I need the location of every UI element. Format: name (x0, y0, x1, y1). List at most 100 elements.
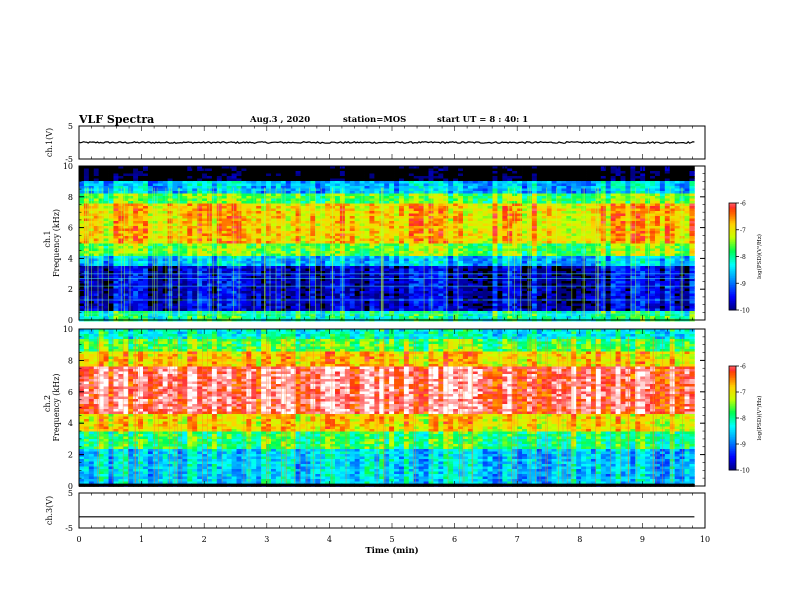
y-tick-label: 8 (68, 356, 73, 365)
sferic-streak (91, 187, 92, 317)
sferic-streak (682, 336, 683, 483)
sferic-streak (662, 336, 663, 483)
sferic-streak (628, 336, 629, 483)
y-tick-label: 10 (63, 325, 73, 334)
sferic-streak (603, 187, 605, 317)
sferic-streak (86, 187, 88, 317)
station-label: station=MOS (343, 115, 407, 125)
y-tick-label: 5 (68, 489, 73, 498)
sferic-streak (156, 187, 158, 317)
sferic-streak (332, 187, 334, 317)
sferic-streak (281, 336, 282, 483)
spectrogram-ch.1: 0 2 4 6 8 10 ch.1 Frequency (kHz) -6 -7 -8 -9 -10 log… (43, 162, 763, 325)
y-tick-label: -5 (65, 524, 73, 533)
sferic-streak (498, 336, 500, 483)
sferic-streak (180, 336, 182, 483)
y-tick-label: 0 (68, 316, 73, 325)
sferic-streak (598, 187, 599, 317)
sferic-streak (342, 187, 344, 317)
sferic-streak (284, 336, 286, 483)
sferic-streak (154, 336, 155, 483)
colorbar-label: log(PSD)(V²/Hz) (756, 396, 763, 441)
sferic-streak (309, 187, 310, 317)
sferic-streak (412, 336, 414, 483)
date-label: Aug.3 , 2020 (250, 115, 311, 125)
sferic-streak (597, 187, 598, 317)
sferic-streak (320, 187, 322, 317)
sferic-streak (275, 187, 277, 317)
sferic-streak (446, 187, 448, 317)
sferic-streak (558, 336, 559, 483)
sferic-streak (571, 187, 573, 317)
sferic-streak (380, 187, 382, 317)
sferic-streak (152, 187, 154, 317)
sferic-streak (127, 336, 129, 483)
sferic-streak (158, 336, 159, 483)
sferic-streak (471, 336, 473, 483)
sferic-streak (630, 187, 632, 317)
sferic-streak (539, 336, 541, 483)
colorbar-tick-label: -7 (740, 227, 746, 234)
spectrogram-bands (79, 329, 695, 487)
colorbar-tick-label: -6 (740, 364, 746, 371)
sferic-streak (294, 336, 295, 483)
sferic-streak (595, 336, 596, 483)
sferic-streak (266, 336, 267, 483)
x-tick-label: 4 (327, 535, 332, 544)
sferic-streak (672, 336, 673, 483)
sferic-streak (384, 336, 386, 483)
sferic-streak (243, 336, 245, 483)
sferic-streak (459, 336, 460, 483)
sferic-streak (520, 187, 522, 317)
sferic-streak (461, 336, 463, 483)
sferic-streak (511, 336, 513, 483)
sferic-streak (212, 187, 214, 317)
sferic-streak (514, 187, 515, 317)
sferic-streak (620, 336, 622, 483)
sferic-streak (472, 336, 474, 483)
sferic-streak (383, 336, 384, 483)
y-axis-label: ch.1(V) (45, 128, 54, 157)
sferic-streak (253, 187, 255, 317)
sferic-streak (584, 187, 585, 317)
sferic-streak (513, 336, 515, 483)
sferic-streak (101, 187, 103, 317)
x-tick-label: 2 (202, 535, 207, 544)
sferic-streak (431, 187, 433, 317)
y-tick-label: -5 (65, 155, 73, 164)
colorbar-label: log(PSD)(V²/Hz) (756, 234, 763, 279)
sferic-streak (179, 187, 180, 317)
sferic-streak (653, 336, 654, 483)
sferic-streak (463, 336, 465, 483)
sferic-streak (122, 336, 124, 483)
sferic-streak (635, 187, 636, 317)
sferic-streak (170, 187, 172, 317)
colorbar-tick-label: -10 (740, 468, 750, 475)
colorbar-tick-label: -8 (740, 416, 746, 423)
sferic-streak (457, 187, 459, 317)
sferic-streak (562, 336, 564, 483)
sferic-streak (529, 336, 531, 483)
sferic-streak (207, 336, 208, 483)
sferic-streak (174, 336, 176, 483)
spectrogram-ch.2: 0 2 4 6 8 10 ch.2 Frequency (kHz) -6 -7 -8 -9 -10 log… (43, 325, 763, 491)
sferic-streak (547, 336, 548, 483)
colorbar-tick-label: -9 (740, 281, 746, 288)
sferic-streak (610, 336, 612, 483)
colorbar-tick-label: -8 (740, 254, 746, 261)
sferic-streak (165, 187, 167, 317)
start-time-label: start UT = 8 : 40: 1 (437, 115, 529, 125)
sferic-streak (217, 187, 219, 317)
sferic-streak (154, 187, 155, 317)
x-axis-label: Time (min) (365, 545, 418, 556)
sferic-streak (178, 187, 179, 317)
sferic-streak (652, 336, 654, 483)
sferic-streak (382, 187, 384, 317)
colorbar-tick-label: -10 (740, 308, 750, 315)
sferic-streak (529, 187, 531, 317)
sferic-streak (298, 187, 300, 317)
sferic-streak (248, 336, 250, 483)
ch1-waveform: 5 -5 ch.1(V) (45, 122, 706, 164)
sferic-streak (582, 187, 584, 317)
sferic-streak (87, 187, 89, 317)
